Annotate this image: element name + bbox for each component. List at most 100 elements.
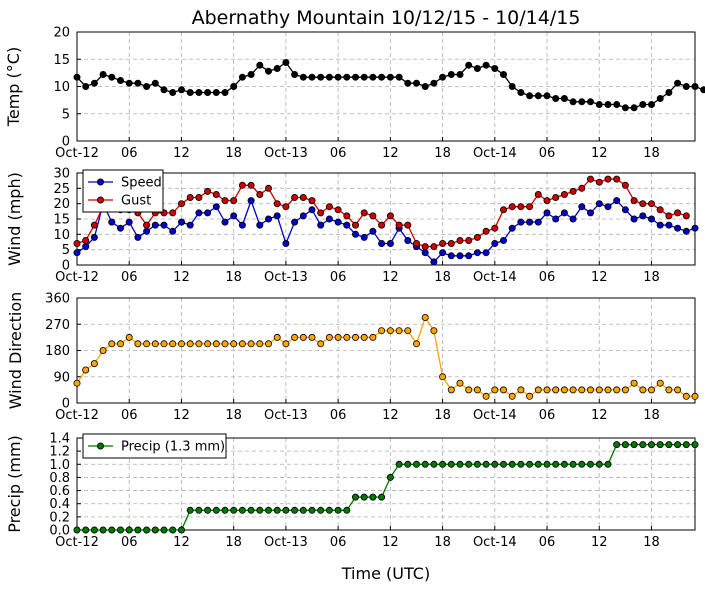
y-tick-label: 0 bbox=[62, 397, 70, 412]
data-point bbox=[517, 203, 525, 211]
data-point bbox=[99, 71, 107, 79]
data-point bbox=[578, 203, 586, 211]
data-point bbox=[560, 95, 568, 103]
x-tick-label: 18 bbox=[225, 408, 242, 423]
x-tick-label: 18 bbox=[225, 270, 242, 285]
data-point bbox=[134, 340, 142, 348]
data-point bbox=[404, 460, 412, 468]
data-point bbox=[247, 71, 255, 79]
data-point bbox=[613, 101, 621, 109]
data-point bbox=[412, 239, 420, 247]
x-tick-label: 12 bbox=[382, 408, 399, 423]
data-point bbox=[430, 243, 438, 251]
data-point bbox=[569, 460, 577, 468]
data-point bbox=[456, 252, 464, 260]
data-point bbox=[674, 79, 682, 87]
data-point bbox=[404, 221, 412, 229]
data-point bbox=[665, 89, 673, 97]
data-point bbox=[169, 89, 177, 97]
data-point bbox=[604, 203, 612, 211]
data-point bbox=[334, 333, 342, 341]
data-point bbox=[125, 218, 133, 226]
data-point bbox=[117, 526, 125, 534]
data-point bbox=[491, 65, 499, 73]
y-tick-label: 0.8 bbox=[49, 471, 70, 486]
data-point bbox=[691, 83, 699, 91]
data-point bbox=[143, 221, 151, 229]
data-point bbox=[639, 101, 647, 109]
data-point bbox=[517, 460, 525, 468]
x-tick-label: 06 bbox=[539, 146, 556, 161]
data-point bbox=[499, 236, 507, 244]
data-point bbox=[238, 221, 246, 229]
data-point bbox=[360, 493, 368, 501]
data-point bbox=[595, 386, 603, 394]
x-tick-label: 18 bbox=[434, 535, 451, 550]
data-point bbox=[578, 98, 586, 106]
x-tick-label: 06 bbox=[121, 535, 138, 550]
data-point bbox=[90, 360, 98, 368]
y-tick-label: 25 bbox=[53, 182, 70, 197]
data-point bbox=[648, 441, 656, 449]
x-tick-label: 06 bbox=[330, 270, 347, 285]
data-point bbox=[151, 340, 159, 348]
y-tick-label: 180 bbox=[45, 344, 70, 359]
data-point bbox=[177, 218, 185, 226]
data-point bbox=[299, 333, 307, 341]
data-point bbox=[325, 215, 333, 223]
y-tick-label: 0 bbox=[62, 259, 70, 274]
data-point bbox=[569, 386, 577, 394]
data-point bbox=[264, 506, 272, 514]
data-point bbox=[499, 460, 507, 468]
data-point bbox=[639, 212, 647, 220]
data-point bbox=[134, 526, 142, 534]
data-point bbox=[343, 73, 351, 81]
x-tick-label: 06 bbox=[539, 408, 556, 423]
data-point bbox=[264, 184, 272, 192]
x-tick-label: 06 bbox=[330, 535, 347, 550]
data-point bbox=[543, 386, 551, 394]
data-point bbox=[656, 206, 664, 214]
data-point bbox=[378, 239, 386, 247]
data-point bbox=[595, 200, 603, 208]
x-tick-label: 18 bbox=[643, 270, 660, 285]
data-point bbox=[534, 218, 542, 226]
data-point bbox=[343, 506, 351, 514]
data-point bbox=[256, 340, 264, 348]
data-point bbox=[299, 193, 307, 201]
series-gust bbox=[73, 175, 690, 251]
data-point bbox=[134, 79, 142, 87]
data-point bbox=[630, 215, 638, 223]
x-tick-label: Oct-14 bbox=[473, 408, 517, 423]
data-point bbox=[560, 460, 568, 468]
data-point bbox=[534, 386, 542, 394]
data-point bbox=[439, 73, 447, 81]
x-tick-label: Oct-12 bbox=[55, 408, 99, 423]
data-point bbox=[543, 197, 551, 205]
legend: Speed Gust bbox=[82, 169, 164, 213]
x-tick-label: Oct-14 bbox=[473, 270, 517, 285]
x-tick-label: 18 bbox=[434, 270, 451, 285]
y-tick-label: 5 bbox=[62, 107, 70, 122]
data-point bbox=[682, 83, 690, 91]
data-point bbox=[621, 441, 629, 449]
data-point bbox=[473, 233, 481, 241]
y-tick-label: 10 bbox=[53, 228, 70, 243]
y-tick-label: 30 bbox=[53, 167, 70, 182]
data-point bbox=[343, 333, 351, 341]
data-point bbox=[204, 187, 212, 195]
data-point bbox=[291, 71, 299, 79]
data-point bbox=[195, 89, 203, 97]
data-point bbox=[595, 178, 603, 186]
data-point bbox=[639, 200, 647, 208]
data-point bbox=[543, 460, 551, 468]
data-point bbox=[595, 460, 603, 468]
data-point bbox=[543, 92, 551, 100]
data-point bbox=[73, 73, 81, 81]
data-point bbox=[648, 386, 656, 394]
data-point bbox=[273, 212, 281, 220]
data-point bbox=[674, 224, 682, 232]
data-point bbox=[299, 506, 307, 514]
data-point bbox=[604, 460, 612, 468]
data-point bbox=[308, 206, 316, 214]
